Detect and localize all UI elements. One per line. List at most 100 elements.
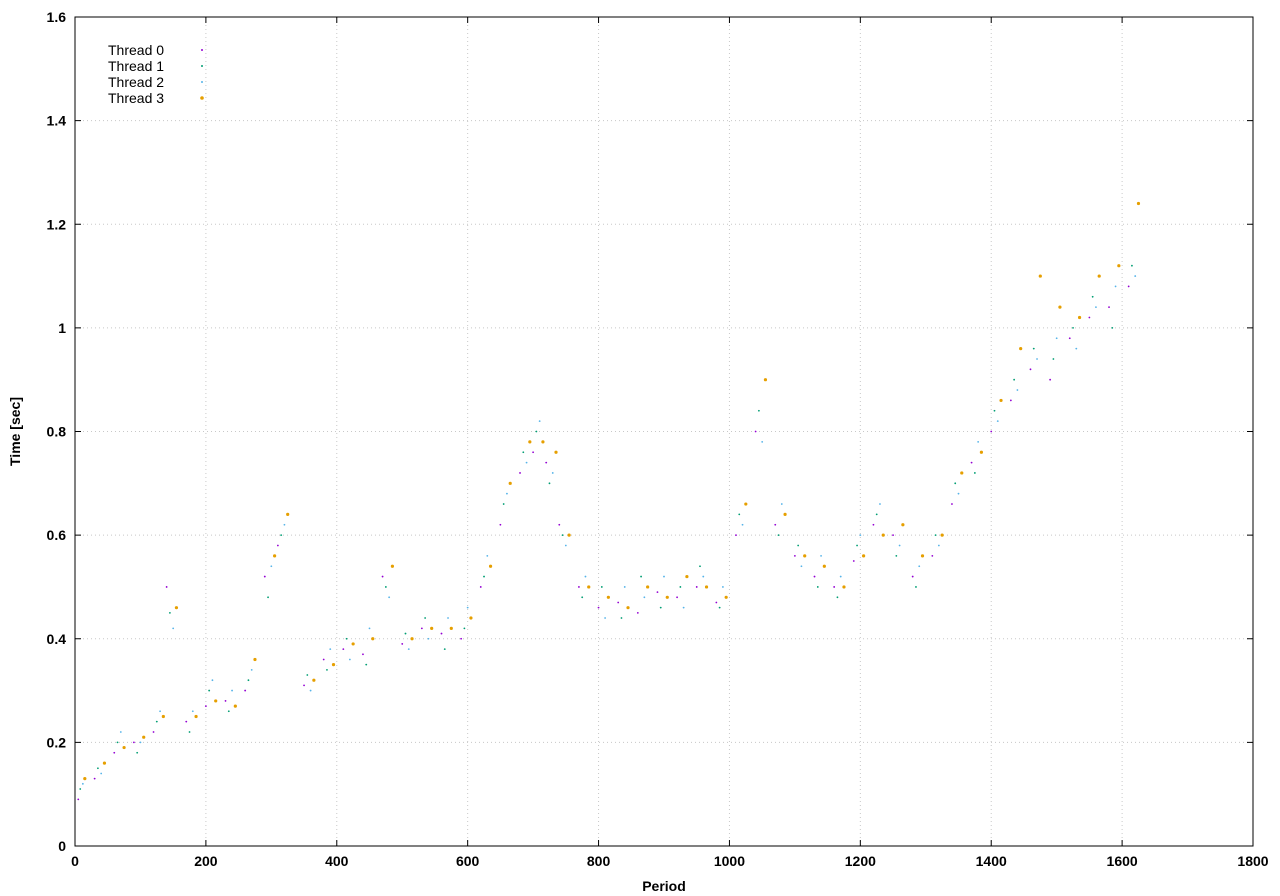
data-point-thread-3 <box>842 585 846 589</box>
data-point-thread-2 <box>761 440 764 443</box>
y-tick-label: 0.6 <box>47 527 67 543</box>
data-point-thread-1 <box>777 534 780 537</box>
data-point-thread-1 <box>247 679 250 682</box>
data-point-thread-3 <box>371 637 375 641</box>
data-point-thread-2 <box>139 741 142 744</box>
data-point-thread-0 <box>152 731 155 733</box>
data-point-thread-0 <box>793 554 796 557</box>
data-point-thread-2 <box>643 596 646 599</box>
data-point-thread-3 <box>606 595 610 599</box>
y-tick-label: 0.4 <box>47 631 67 647</box>
data-point-thread-3 <box>449 626 453 630</box>
data-point-thread-2 <box>1134 275 1137 277</box>
data-point-thread-3 <box>83 777 87 781</box>
grid <box>75 17 1253 846</box>
data-point-thread-0 <box>617 601 620 604</box>
data-point-thread-2 <box>859 534 862 537</box>
data-point-thread-0 <box>754 430 757 433</box>
data-point-thread-0 <box>93 777 96 780</box>
y-tick-label: 1.6 <box>47 9 67 25</box>
data-point-thread-1 <box>345 637 348 640</box>
legend-label: Thread 1 <box>108 58 164 74</box>
y-tick-label: 0.2 <box>47 734 67 750</box>
data-point-thread-0 <box>479 586 482 588</box>
data-point-thread-3 <box>587 585 591 589</box>
data-point-thread-0 <box>276 544 279 547</box>
data-point-thread-0 <box>892 534 894 537</box>
data-point-thread-2 <box>957 492 960 495</box>
data-point-thread-2 <box>388 596 391 599</box>
data-point-thread-0 <box>362 653 364 656</box>
data-point-thread-3 <box>724 595 728 599</box>
data-point-thread-1 <box>718 606 721 609</box>
data-point-thread-0 <box>1009 399 1012 402</box>
data-point-thread-3 <box>881 533 885 537</box>
data-point-thread-3 <box>901 523 905 527</box>
data-point-thread-0 <box>204 705 207 708</box>
data-point-thread-0 <box>833 586 836 588</box>
data-point-thread-2 <box>1055 337 1058 340</box>
data-point-thread-3 <box>1038 274 1042 278</box>
data-point-thread-1 <box>993 409 996 412</box>
data-point-thread-1 <box>1072 326 1074 329</box>
axis-ticks: 0 200 400 600 800 1000 1200 1400 1600 1800 0 0.2 0.4… <box>47 9 1269 869</box>
data-point-thread-1 <box>502 503 505 505</box>
data-point-thread-0 <box>1108 306 1110 309</box>
data-point-thread-3 <box>1058 305 1062 309</box>
x-tick-label: 1600 <box>1107 853 1138 869</box>
data-point-thread-3 <box>488 564 493 568</box>
legend-marker <box>201 49 203 51</box>
data-point-thread-3 <box>1117 264 1121 268</box>
x-tick-label: 0 <box>71 853 79 869</box>
data-point-thread-0 <box>519 472 521 474</box>
data-point-thread-0 <box>774 523 777 526</box>
data-point-thread-0 <box>636 611 639 614</box>
data-point-thread-2 <box>1095 306 1097 309</box>
data-point-thread-2 <box>898 544 901 547</box>
data-point-thread-1 <box>1091 295 1094 298</box>
data-point-thread-2 <box>119 731 122 733</box>
legend-label: Thread 0 <box>108 42 164 58</box>
data-point-thread-2 <box>551 472 554 474</box>
data-point-thread-3 <box>233 704 237 708</box>
data-point-thread-0 <box>303 684 305 687</box>
data-point-thread-1 <box>600 586 603 588</box>
data-point-thread-2 <box>1075 347 1078 350</box>
data-point-thread-1 <box>116 741 119 744</box>
data-point-thread-0 <box>970 461 973 464</box>
data-point-thread-2 <box>81 782 84 785</box>
data-point-thread-0 <box>597 606 600 609</box>
data-point-thread-2 <box>1036 358 1038 360</box>
data-point-thread-1 <box>548 482 551 485</box>
data-point-thread-1 <box>522 451 525 454</box>
data-point-thread-3 <box>331 663 336 667</box>
x-tick-label: 1800 <box>1237 853 1268 869</box>
data-point-thread-0 <box>1088 316 1091 319</box>
data-point-thread-2 <box>538 420 541 423</box>
data-point-thread-2 <box>506 492 508 495</box>
data-point-thread-3 <box>161 714 165 719</box>
data-point-thread-3 <box>646 585 650 589</box>
data-point-thread-0 <box>911 575 914 578</box>
data-point-thread-3 <box>665 595 669 599</box>
data-point-thread-0 <box>715 601 718 604</box>
data-point-thread-1 <box>757 409 760 412</box>
data-point-thread-0 <box>735 534 737 537</box>
data-point-thread-1 <box>326 668 328 671</box>
data-point-thread-0 <box>1068 337 1071 340</box>
data-point-thread-3 <box>214 699 218 703</box>
data-point-thread-1 <box>1111 326 1114 329</box>
data-point-thread-1 <box>168 611 171 614</box>
data-point-thread-2 <box>741 523 744 526</box>
data-point-thread-1 <box>973 472 976 474</box>
data-point-thread-2 <box>427 637 430 640</box>
data-point-thread-1 <box>136 751 139 754</box>
data-point-thread-0 <box>578 586 580 588</box>
legend-label: Thread 3 <box>108 90 164 106</box>
data-point-thread-3 <box>508 481 512 485</box>
x-tick-label: 1400 <box>976 853 1007 869</box>
legend-marker <box>201 81 203 83</box>
y-tick-label: 0 <box>58 838 66 854</box>
data-point-thread-1 <box>535 430 538 433</box>
